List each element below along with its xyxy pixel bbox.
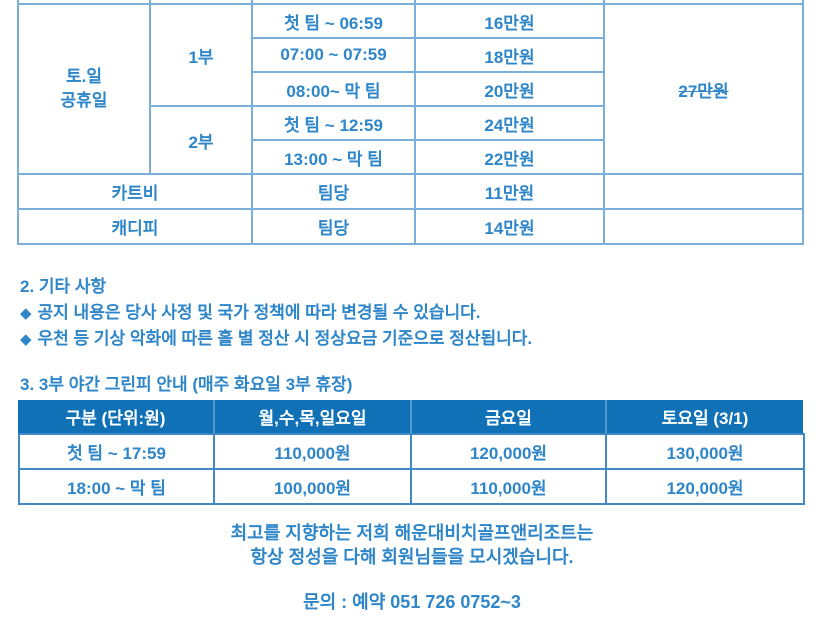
diamond-bullet-icon: ◆ (20, 305, 32, 322)
table-row: 07:00 ~ 07:59 18만원 (18, 37, 803, 73)
fee-unit-cell: 팀당 (251, 173, 416, 210)
table-row: 토.일 공휴일 1부 첫 팀 ~ 06:59 16만원 27만원 (17, 3, 804, 175)
notes-item-text: 우천 등 기상 악화에 따른 홀 별 정산 시 정상요금 기준으로 정산됩니다. (37, 329, 533, 348)
price-cell: 18만원 (414, 37, 605, 73)
time-cell: 18:00 ~ 막 팀 (18, 468, 215, 505)
part1-cell: 1부 (149, 3, 253, 107)
notes-section-title: 2. 기타 사항 (20, 277, 107, 296)
price-cell: 22만원 (414, 139, 605, 175)
night-section-title: 3. 3부 야간 그린피 안내 (매주 화요일 3부 휴장) (20, 375, 353, 394)
cutoff-cell (414, 0, 605, 5)
day-group-line2: 공휴일 (60, 91, 108, 110)
part2-cell: 2부 (149, 105, 253, 175)
time-cell: 07:00 ~ 07:59 (251, 37, 416, 73)
price-cell: 110,000원 (213, 433, 412, 470)
notes-item: ◆ 우천 등 기상 악화에 따른 홀 별 정산 시 정상요금 기준으로 정산됩니다… (20, 324, 532, 349)
diamond-bullet-icon: ◆ (20, 331, 32, 348)
cart-fee-label: 카트비 (17, 173, 253, 210)
price-cell: 130,000원 (605, 433, 805, 470)
package-price-struck: 27만원 (678, 81, 729, 101)
time-cell: 첫 팀 ~ 06:59 (251, 3, 416, 39)
caddie-fee-label: 캐디피 (17, 208, 253, 245)
table-row: 첫 팀 ~ 17:59 110,000원 120,000원 130,000원 (18, 433, 805, 470)
fee-price-cell: 14만원 (414, 208, 605, 245)
price-cell: 16만원 (414, 3, 605, 39)
package-price-cell: 27만원 (603, 3, 804, 175)
cutoff-cell (17, 0, 151, 5)
contact-phone: 문의 : 예약 051 726 0752~3 (303, 592, 521, 612)
price-cell: 120,000원 (605, 468, 805, 505)
price-cell: 120,000원 (410, 433, 607, 470)
footer-message-line2: 항상 정성을 다해 회원님들을 모시겠습니다. (250, 547, 574, 567)
fee-unit-cell: 팀당 (251, 208, 416, 245)
header-cell: 토요일 (3/1) (605, 400, 803, 433)
price-cell: 110,000원 (410, 468, 607, 505)
table-row: 08:00~ 막 팀 20만원 (18, 71, 803, 107)
cutoff-cell (149, 0, 253, 5)
price-cell: 100,000원 (213, 468, 412, 505)
price-cell: 20만원 (414, 71, 605, 107)
time-cell: 첫 팀 ~ 12:59 (251, 105, 416, 141)
time-cell: 08:00~ 막 팀 (251, 71, 416, 107)
notes-item: ◆ 공지 내용은 당사 사정 및 국가 정책에 따라 변경될 수 있습니다. (20, 298, 481, 323)
cutoff-row (17, 0, 804, 5)
time-cell: 첫 팀 ~ 17:59 (18, 433, 215, 470)
weekend-pricing-table: 토.일 공휴일 1부 첫 팀 ~ 06:59 16만원 27만원 07:00 ~… (17, 0, 804, 245)
night-pricing-table: 첫 팀 ~ 17:59 110,000원 120,000원 130,000원 1… (18, 433, 805, 505)
fee-price-cell: 11만원 (414, 173, 605, 210)
header-cell: 금요일 (410, 400, 605, 433)
cutoff-cell (603, 0, 804, 5)
table-row: 13:00 ~ 막 팀 22만원 (18, 139, 803, 175)
caddie-fee-row: 캐디피 팀당 14만원 (17, 208, 804, 245)
header-cell: 구분 (단위:원) (65, 409, 166, 428)
price-cell: 24만원 (414, 105, 605, 141)
notes-item-text: 공지 내용은 당사 사정 및 국가 정책에 따라 변경될 수 있습니다. (37, 303, 481, 322)
cart-fee-row: 카트비 팀당 11만원 (17, 173, 804, 210)
header-cell: 월,수,목,일요일 (213, 400, 410, 433)
empty-cell (603, 208, 804, 245)
day-group-line1: 토.일 (65, 67, 102, 86)
table-row: 18:00 ~ 막 팀 100,000원 110,000원 120,000원 (18, 468, 805, 505)
empty-cell (603, 173, 804, 210)
footer-message-line1: 최고를 지향하는 저희 해운대비치골프앤리조트는 (230, 523, 594, 543)
table-row: 2부 첫 팀 ~ 12:59 24만원 (18, 105, 803, 175)
time-cell: 13:00 ~ 막 팀 (251, 139, 416, 175)
cutoff-cell (251, 0, 416, 5)
night-table-header: 구분 (단위:원) 월,수,목,일요일 금요일 토요일 (3/1) (18, 400, 803, 433)
day-group-cell: 토.일 공휴일 (17, 3, 151, 175)
